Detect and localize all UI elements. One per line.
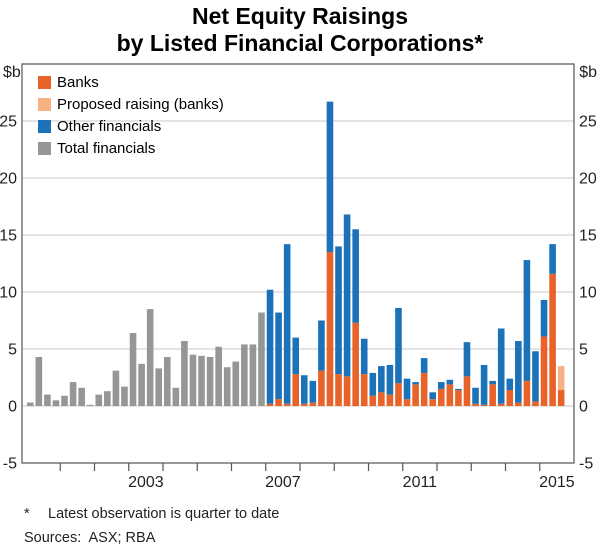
- legend-label-proposed-raising: Proposed raising (banks): [57, 95, 224, 113]
- x-axis-labels: 2003 2007 2011 2015: [128, 474, 575, 491]
- sources-text: Sources: ASX; RBA: [24, 530, 156, 546]
- svg-text:$b: $b: [579, 64, 597, 81]
- svg-text:2007: 2007: [265, 474, 301, 491]
- svg-text:5: 5: [579, 342, 588, 359]
- legend-label-banks: Banks: [57, 73, 99, 91]
- svg-text:10: 10: [0, 285, 17, 302]
- legend-label-other-financials: Other financials: [57, 117, 162, 135]
- chart-legend: Banks Proposed raising (banks) Other fin…: [38, 71, 224, 159]
- svg-text:2011: 2011: [403, 474, 438, 491]
- svg-text:0: 0: [8, 399, 17, 416]
- other-financials-swatch-icon: [38, 119, 51, 133]
- svg-text:15: 15: [579, 228, 597, 245]
- legend-label-total-financials: Total financials: [57, 139, 156, 157]
- bars: [26, 101, 565, 406]
- legend-item-other-financials: Other financials: [38, 115, 224, 137]
- svg-text:$b: $b: [3, 64, 21, 81]
- chart-title-line2: by Listed Financial Corporations*: [116, 30, 484, 56]
- footnote-asterisk: *: [24, 506, 30, 522]
- svg-text:0: 0: [579, 399, 588, 416]
- svg-text:10: 10: [579, 285, 597, 302]
- svg-text:25: 25: [0, 114, 17, 131]
- footnote-text: Latest observation is quarter to date: [48, 506, 280, 522]
- legend-item-total-financials: Total financials: [38, 137, 224, 159]
- y-axis-labels: -5 -5 0 0 5 5 10 10 15 15 20 20 25 25 $b $b: [0, 64, 597, 473]
- banks-swatch-icon: [38, 75, 51, 89]
- chart-title: Net Equity Raisings by Listed Financial …: [0, 3, 600, 57]
- svg-text:20: 20: [0, 171, 17, 188]
- total-financials-swatch-icon: [38, 141, 51, 155]
- svg-text:2003: 2003: [128, 474, 164, 491]
- svg-text:20: 20: [579, 171, 597, 188]
- svg-text:15: 15: [0, 228, 17, 245]
- svg-text:5: 5: [8, 342, 17, 359]
- proposed-raising-swatch-icon: [38, 97, 51, 111]
- chart-title-line1: Net Equity Raisings: [192, 3, 408, 29]
- x-tick-marks: [59, 463, 541, 471]
- legend-item-banks: Banks: [38, 71, 224, 93]
- svg-text:2015: 2015: [539, 474, 575, 491]
- svg-text:-5: -5: [3, 456, 17, 473]
- svg-text:25: 25: [579, 114, 597, 131]
- svg-text:-5: -5: [579, 456, 593, 473]
- legend-item-proposed-raising: Proposed raising (banks): [38, 93, 224, 115]
- axis-frame: [21, 63, 575, 464]
